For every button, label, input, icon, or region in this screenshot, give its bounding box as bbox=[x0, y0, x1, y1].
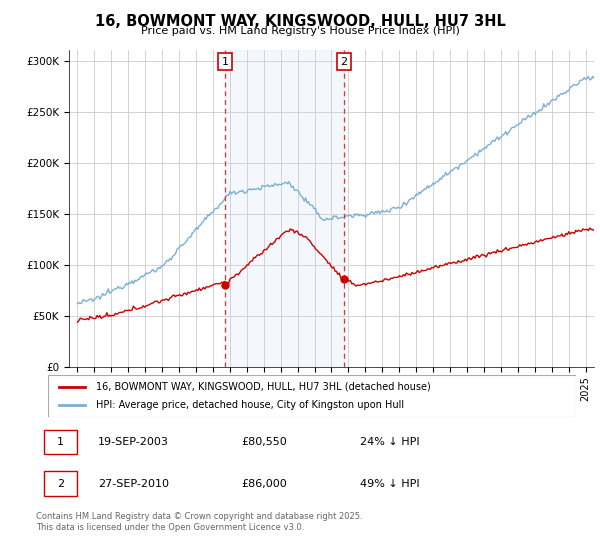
Text: 16, BOWMONT WAY, KINGSWOOD, HULL, HU7 3HL (detached house): 16, BOWMONT WAY, KINGSWOOD, HULL, HU7 3H… bbox=[95, 382, 430, 392]
Text: 2: 2 bbox=[57, 479, 64, 488]
Text: 1: 1 bbox=[221, 57, 229, 67]
Text: Price paid vs. HM Land Registry's House Price Index (HPI): Price paid vs. HM Land Registry's House … bbox=[140, 26, 460, 36]
Text: £86,000: £86,000 bbox=[241, 479, 287, 488]
FancyBboxPatch shape bbox=[44, 472, 77, 496]
Text: 1: 1 bbox=[57, 437, 64, 447]
Text: 16, BOWMONT WAY, KINGSWOOD, HULL, HU7 3HL: 16, BOWMONT WAY, KINGSWOOD, HULL, HU7 3H… bbox=[95, 14, 505, 29]
Text: HPI: Average price, detached house, City of Kingston upon Hull: HPI: Average price, detached house, City… bbox=[95, 400, 404, 410]
Bar bbox=[225, 50, 344, 367]
Text: 2: 2 bbox=[340, 57, 347, 67]
Text: £80,550: £80,550 bbox=[241, 437, 287, 447]
Text: 49% ↓ HPI: 49% ↓ HPI bbox=[360, 479, 419, 488]
Text: 19-SEP-2003: 19-SEP-2003 bbox=[98, 437, 169, 447]
Text: 27-SEP-2010: 27-SEP-2010 bbox=[98, 479, 169, 488]
Text: Contains HM Land Registry data © Crown copyright and database right 2025.
This d: Contains HM Land Registry data © Crown c… bbox=[36, 512, 362, 532]
Text: 24% ↓ HPI: 24% ↓ HPI bbox=[360, 437, 419, 447]
FancyBboxPatch shape bbox=[44, 430, 77, 454]
